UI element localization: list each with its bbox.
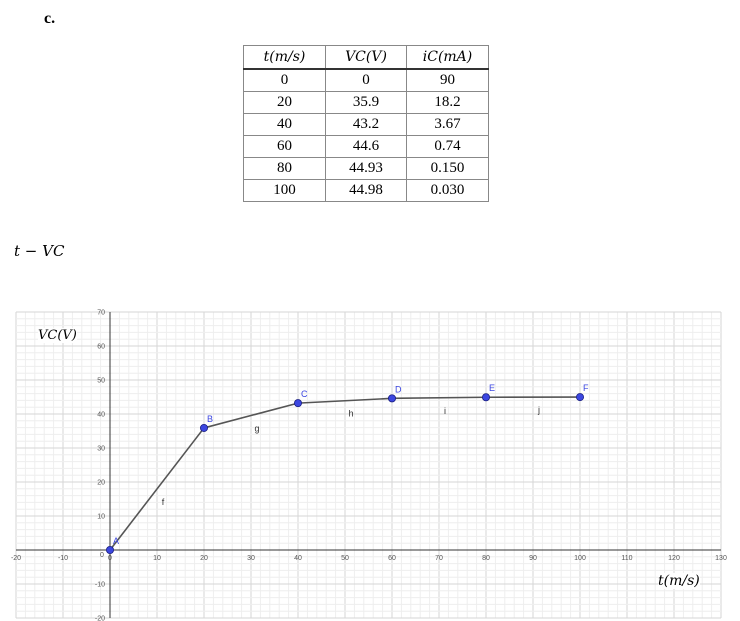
col-header-current: iC(mA) — [406, 45, 489, 70]
table-row: 80 44.93 0.150 — [243, 157, 489, 180]
table-row: 100 44.98 0.030 — [243, 179, 489, 202]
origin-tick-label: 0 — [100, 552, 104, 559]
series-segment — [391, 396, 487, 400]
point-label: D — [395, 384, 402, 394]
table-row: 60 44.6 0.74 — [243, 135, 489, 158]
cell-current: 3.67 — [406, 113, 489, 136]
x-tick-label: -20 — [11, 555, 21, 562]
table-header-row: t(m/s) VC(V) iC(mA) — [243, 45, 489, 70]
segment-label: j — [537, 405, 540, 415]
segment-label: g — [254, 424, 259, 434]
point-label: B — [207, 414, 213, 424]
x-tick-label: 10 — [153, 555, 161, 562]
cell-current: 90 — [406, 68, 489, 92]
series-segment — [203, 402, 299, 429]
y-tick-label: 60 — [97, 344, 105, 351]
voltage-time-graph: -20 -10 0 10 20 30 40 50 60 70 80 90 100 110 120 130 0 -2… — [11, 310, 727, 621]
y-tick-label: 40 — [97, 412, 105, 419]
data-point — [199, 423, 208, 432]
y-tick-label: -20 — [95, 616, 105, 621]
series-segment — [109, 427, 205, 551]
table-row: 40 43.2 3.67 — [243, 113, 489, 136]
x-tick-label: 0 — [108, 555, 112, 562]
data-point — [481, 393, 490, 402]
cell-time: 0 — [243, 68, 326, 92]
x-tick-label: 20 — [200, 555, 208, 562]
x-tick-label: 130 — [715, 555, 727, 562]
point-label: E — [489, 383, 495, 393]
x-tick-label: -10 — [58, 555, 68, 562]
x-tick-label: 100 — [574, 555, 586, 562]
x-tick-label: 40 — [294, 555, 302, 562]
cell-time: 40 — [243, 113, 326, 136]
y-tick-label: 20 — [97, 480, 105, 487]
cell-voltage: 35.9 — [325, 91, 407, 114]
col-header-voltage: VC(V) — [325, 45, 407, 70]
table-row: 20 35.9 18.2 — [243, 91, 489, 114]
cell-voltage: 0 — [325, 68, 407, 92]
segment-label: f — [162, 497, 165, 507]
y-tick-label: 30 — [97, 446, 105, 453]
x-tick-label: 50 — [341, 555, 349, 562]
y-tick-label: 50 — [97, 378, 105, 385]
data-table: t(m/s) VC(V) iC(mA) 0 0 90 20 35.9 18.2 … — [243, 45, 489, 202]
x-tick-label: 70 — [435, 555, 443, 562]
x-tick-label: 90 — [529, 555, 537, 562]
cell-voltage: 43.2 — [325, 113, 407, 136]
cell-time: 100 — [243, 179, 326, 202]
col-header-time: t(m/s) — [243, 45, 326, 70]
y-tick-label: -10 — [95, 582, 105, 589]
cell-voltage: 44.6 — [325, 135, 407, 158]
series-segment — [297, 397, 393, 404]
segment-label: i — [444, 406, 446, 416]
data-point — [106, 545, 115, 554]
data-point — [387, 394, 396, 403]
x-tick-label: 60 — [388, 555, 396, 562]
data-point — [293, 399, 302, 408]
cell-time: 60 — [243, 135, 326, 158]
table-row: 0 0 90 — [243, 68, 489, 92]
point-label: F — [583, 383, 589, 393]
x-tick-label: 120 — [668, 555, 680, 562]
data-point — [576, 393, 585, 402]
y-tick-label: 70 — [97, 310, 105, 317]
point-label: A — [113, 536, 119, 546]
cell-voltage: 44.98 — [325, 179, 407, 202]
plot-title: t − VC — [14, 242, 65, 260]
cell-time: 80 — [243, 157, 326, 180]
x-tick-label: 110 — [621, 555, 632, 562]
x-tick-label: 80 — [482, 555, 490, 562]
cell-voltage: 44.93 — [325, 157, 407, 180]
segment-label: h — [348, 409, 353, 419]
section-label: c. — [44, 10, 56, 27]
y-axis-label: VC(V) — [38, 328, 77, 343]
cell-current: 0.030 — [406, 179, 489, 202]
cell-current: 0.150 — [406, 157, 489, 180]
point-label: C — [301, 389, 308, 399]
x-tick-label: 30 — [247, 555, 255, 562]
cell-current: 0.74 — [406, 135, 489, 158]
cell-current: 18.2 — [406, 91, 489, 114]
x-axis-label: t(m/s) — [658, 573, 700, 589]
y-tick-label: 10 — [97, 514, 105, 521]
cell-time: 20 — [243, 91, 326, 114]
